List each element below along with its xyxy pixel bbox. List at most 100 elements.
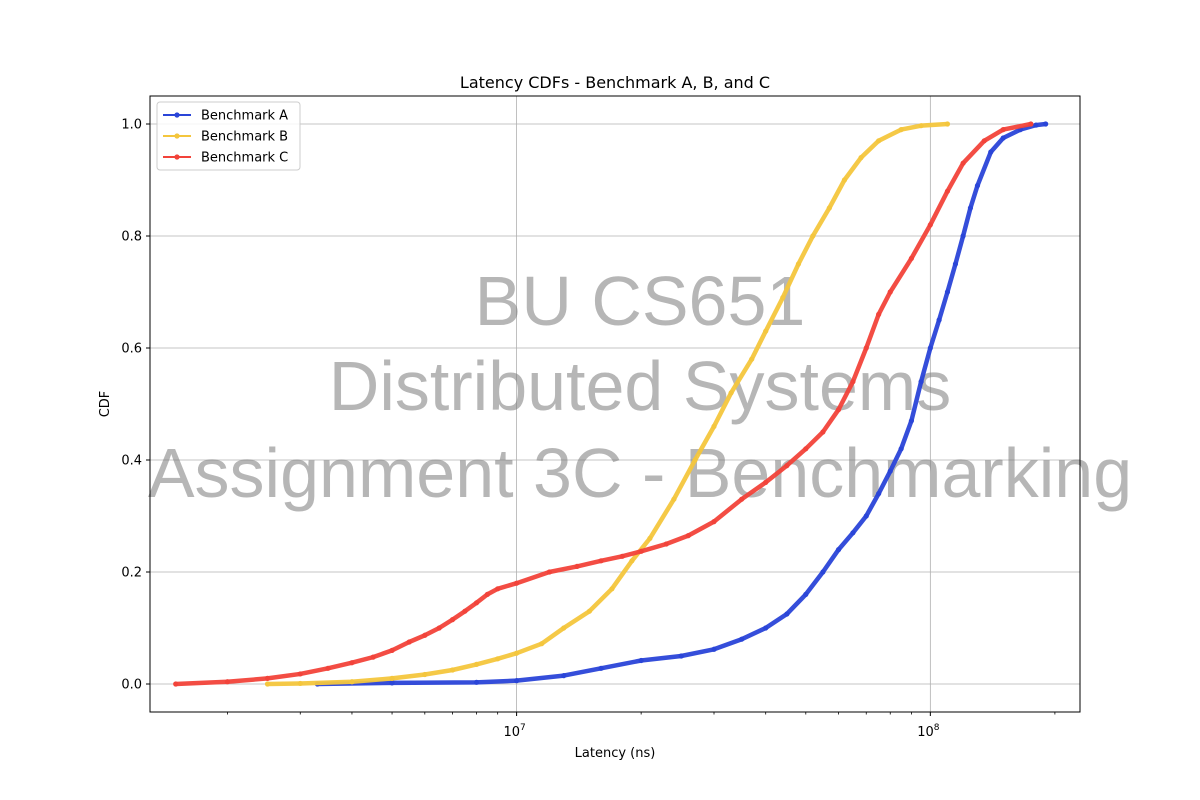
series-point <box>546 569 552 575</box>
series-point <box>876 138 882 144</box>
series-point <box>406 639 412 645</box>
series-point <box>898 446 904 452</box>
series-point <box>495 586 501 592</box>
axis-ticks: 0.0 0.2 0.4 0.6 0.8 1.0 107 108 <box>121 118 1056 740</box>
series-point <box>876 311 882 317</box>
series-point <box>638 548 644 554</box>
series-point <box>422 671 428 678</box>
plot-frame <box>149 95 1081 713</box>
series-point <box>944 289 951 295</box>
series-point <box>473 679 480 685</box>
legend: Benchmark A Benchmark B Benchmark C <box>156 101 301 171</box>
series-point <box>908 255 915 261</box>
y-tick-label: 0.8 <box>121 230 142 245</box>
series-point <box>863 345 869 351</box>
series-point <box>297 671 303 677</box>
series-point <box>944 121 951 127</box>
y-tick-label: 1.0 <box>121 118 142 133</box>
series-point <box>678 653 684 659</box>
series-point <box>436 625 442 631</box>
series-point <box>598 558 604 564</box>
series-point <box>763 328 769 334</box>
series-line <box>173 121 1034 687</box>
series-point <box>1043 121 1049 127</box>
series-point <box>887 468 893 474</box>
series-point <box>863 513 869 519</box>
series-point <box>988 149 994 155</box>
series-group <box>173 121 1034 687</box>
series-point <box>638 657 644 664</box>
series-point <box>586 608 593 614</box>
series-point <box>967 205 974 211</box>
series-point <box>449 667 456 673</box>
series-point <box>609 586 615 592</box>
series-point <box>763 479 769 485</box>
series-point <box>1000 135 1006 141</box>
x-tick-label: 108 <box>917 723 940 740</box>
series-point <box>619 553 625 559</box>
legend-label: Benchmark B <box>201 130 288 145</box>
series-point <box>820 569 826 575</box>
series-point <box>484 591 490 598</box>
series-point <box>918 123 924 129</box>
series-point <box>349 660 355 666</box>
series-point <box>711 646 717 652</box>
series-point <box>370 654 376 660</box>
legend-marker <box>174 133 180 139</box>
series-point <box>598 665 604 671</box>
series-point <box>850 530 856 536</box>
series-point <box>539 641 545 647</box>
watermark-line: BU CS651 <box>475 262 806 340</box>
series-point <box>173 681 179 687</box>
series-line <box>315 121 1048 687</box>
series-point <box>297 680 303 687</box>
series-point <box>473 661 480 668</box>
series-point <box>908 418 915 424</box>
series-point <box>780 295 786 301</box>
series-point <box>960 160 966 166</box>
series-point <box>803 591 809 598</box>
series-point <box>663 541 669 547</box>
legend-label: Benchmark A <box>201 109 288 124</box>
series-point <box>561 673 567 679</box>
series-point <box>739 636 745 642</box>
series-point <box>803 446 809 452</box>
series-point <box>561 625 567 631</box>
series-point <box>820 429 826 435</box>
series-point <box>974 183 981 189</box>
series-point <box>898 127 904 133</box>
series-point <box>795 261 802 267</box>
chart-title: Latency CDFs - Benchmark A, B, and C <box>460 73 770 92</box>
series-point <box>858 155 864 161</box>
y-tick-label: 0.2 <box>121 566 142 581</box>
series-point <box>841 177 848 183</box>
series-point <box>835 407 842 413</box>
series-point <box>389 647 395 654</box>
series-point <box>784 611 790 617</box>
series-point <box>784 463 790 469</box>
series-point <box>574 563 580 570</box>
series-point <box>473 600 480 606</box>
series-point <box>671 496 677 502</box>
series-point <box>936 317 942 323</box>
series-point <box>389 680 395 686</box>
series-point <box>264 681 271 687</box>
series-point <box>449 617 456 623</box>
series-point <box>927 345 933 351</box>
series-point <box>224 679 231 685</box>
series-point <box>422 632 428 638</box>
series-point <box>1000 127 1006 133</box>
series-point <box>514 678 520 684</box>
series-point <box>514 650 520 656</box>
series-point <box>810 233 816 239</box>
y-tick-label: 0.0 <box>121 678 142 693</box>
series-point <box>739 496 745 502</box>
watermark-line: Distributed Systems <box>329 347 951 425</box>
y-axis-label: CDF <box>98 391 113 418</box>
series-point <box>685 533 691 539</box>
series-point <box>835 547 842 553</box>
series-point <box>728 390 734 396</box>
series-point <box>1028 121 1034 127</box>
